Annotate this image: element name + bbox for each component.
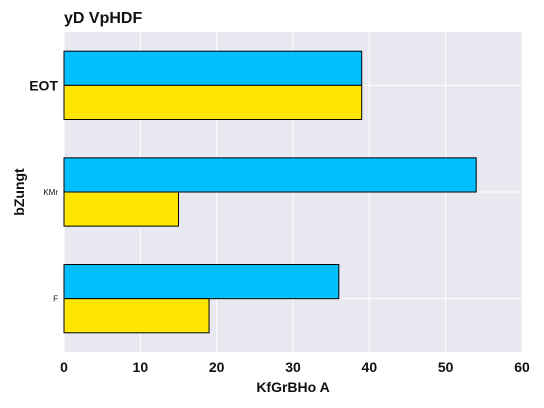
y-tick-label: EOT xyxy=(29,77,58,93)
y-tick-labels: EOT KMr F xyxy=(29,77,58,303)
chart-title: yD VpHDF xyxy=(64,10,142,27)
y-axis-label: bZungt xyxy=(11,168,27,216)
bar xyxy=(63,84,363,120)
x-tick-label: 20 xyxy=(209,359,225,375)
bar xyxy=(63,298,210,334)
x-tick-label: 50 xyxy=(438,359,454,375)
x-axis-label: KfGrBHo A xyxy=(256,379,329,395)
x-tick-labels: 0 10 20 30 40 50 60 xyxy=(60,359,530,375)
bars xyxy=(63,50,477,334)
x-tick-label: 0 xyxy=(60,359,68,375)
bar xyxy=(63,50,363,86)
x-tick-label: 40 xyxy=(362,359,378,375)
bar xyxy=(63,157,477,193)
x-tick-label: 10 xyxy=(133,359,149,375)
bar xyxy=(63,191,179,227)
y-tick-label: F xyxy=(53,295,58,304)
bar xyxy=(63,264,340,300)
x-tick-label: 60 xyxy=(514,359,530,375)
y-tick-label: KMr xyxy=(43,188,58,197)
x-tick-label: 30 xyxy=(285,359,301,375)
